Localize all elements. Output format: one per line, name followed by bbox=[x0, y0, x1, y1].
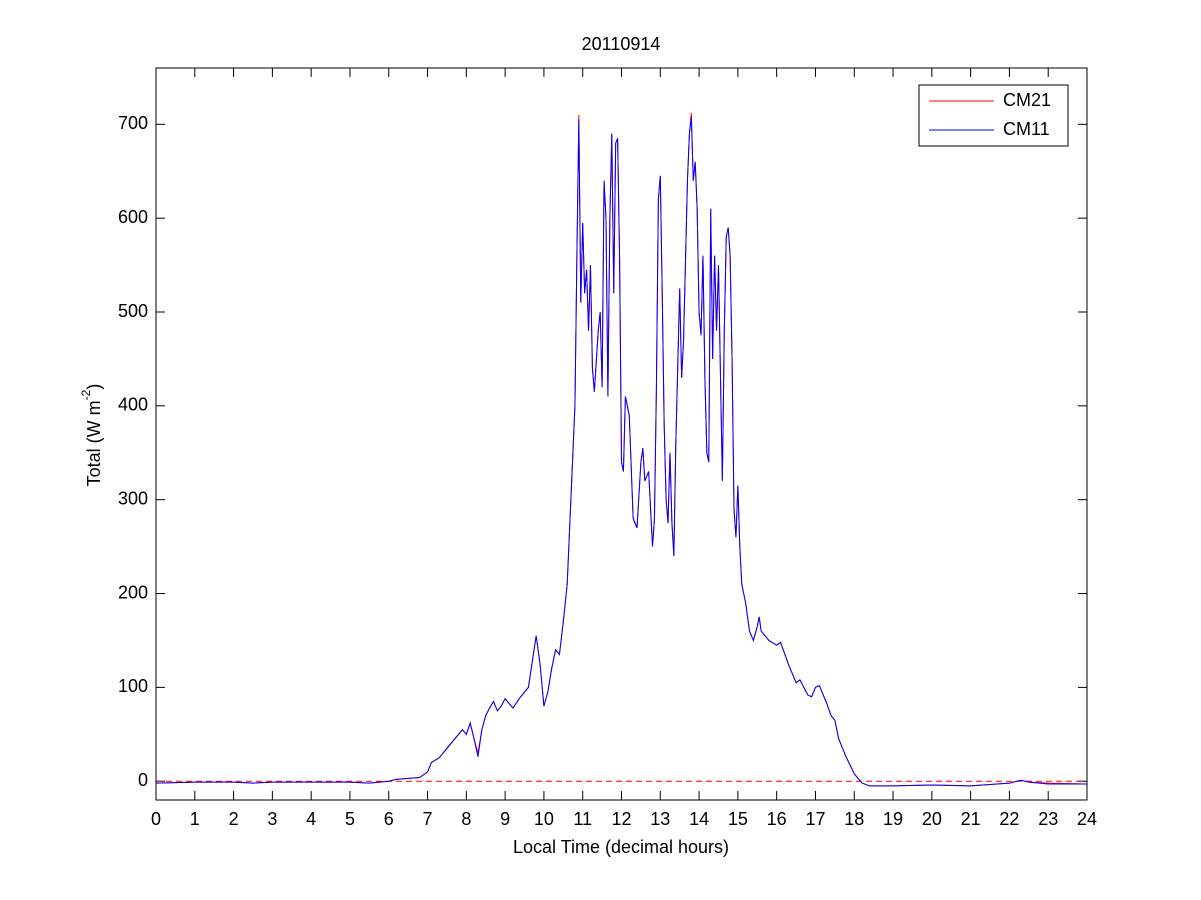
x-tick-label: 24 bbox=[1077, 809, 1097, 829]
y-tick-label: 0 bbox=[138, 770, 148, 790]
x-tick-label: 4 bbox=[306, 809, 316, 829]
x-tick-label: 7 bbox=[423, 809, 433, 829]
x-tick-label: 23 bbox=[1038, 809, 1058, 829]
legend-box bbox=[918, 84, 1069, 147]
legend-label: CM11 bbox=[1003, 119, 1050, 139]
y-label-main: Total (W m bbox=[84, 400, 104, 486]
x-tick-label: 15 bbox=[728, 809, 748, 829]
x-tick-label: 20 bbox=[922, 809, 942, 829]
x-tick-label: 5 bbox=[345, 809, 355, 829]
x-tick-label: 1 bbox=[190, 809, 200, 829]
x-tick-label: 14 bbox=[689, 809, 709, 829]
series-line bbox=[155, 116, 1087, 787]
x-tick-label: 19 bbox=[883, 809, 903, 829]
x-tick-label: 6 bbox=[384, 809, 394, 829]
x-tick-label: 11 bbox=[573, 809, 592, 829]
x-tick-label: 22 bbox=[999, 809, 1019, 829]
plot-frame bbox=[155, 67, 1088, 801]
x-tick-label: 12 bbox=[611, 809, 631, 829]
x-tick-label: 3 bbox=[267, 809, 277, 829]
x-axis-label: Local Time (decimal hours) bbox=[513, 837, 729, 857]
y-tick-label: 200 bbox=[118, 582, 148, 602]
x-tick-label: 18 bbox=[844, 809, 864, 829]
x-tick-label: 2 bbox=[229, 809, 239, 829]
y-tick-label: 400 bbox=[118, 395, 148, 415]
y-tick-label: 300 bbox=[118, 488, 148, 508]
x-tick-label: 0 bbox=[151, 809, 161, 829]
x-tick-label: 21 bbox=[961, 809, 981, 829]
y-label-exponent: -2 bbox=[79, 389, 93, 400]
y-tick-label: 700 bbox=[118, 113, 148, 133]
y-tick-label: 600 bbox=[118, 207, 148, 227]
y-label-end: ) bbox=[84, 384, 104, 390]
x-tick-label: 10 bbox=[534, 809, 554, 829]
y-tick-label: 500 bbox=[118, 301, 148, 321]
x-tick-label: 13 bbox=[650, 809, 670, 829]
x-tick-label: 9 bbox=[500, 809, 510, 829]
y-axis-label: Total (W m-2) bbox=[79, 384, 104, 487]
x-tick-label: 17 bbox=[805, 809, 825, 829]
x-tick-label: 16 bbox=[767, 809, 787, 829]
legend-label: CM21 bbox=[1003, 90, 1051, 110]
y-tick-label: 100 bbox=[118, 676, 148, 696]
chart-title: 20110914 bbox=[582, 34, 661, 54]
x-tick-label: 8 bbox=[461, 809, 471, 829]
